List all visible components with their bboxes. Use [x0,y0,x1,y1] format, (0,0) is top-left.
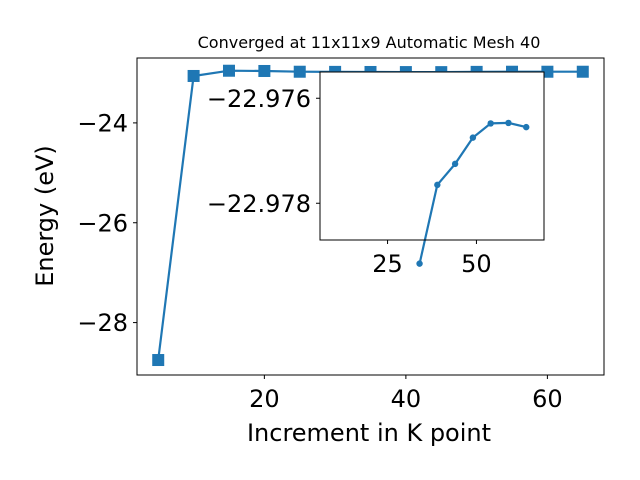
main-data-point [258,64,271,77]
main-plot-frame [136,57,605,376]
main-data-point [293,65,306,78]
y-axis-label: Energy (eV) [31,145,59,287]
main-data-point [187,69,200,82]
main-y-tick-label: −24 [77,110,128,138]
inset-x-ticks: 25 50 [372,240,492,278]
inset-y-tick-label: −22.978 [207,190,311,218]
main-data-point [576,65,589,78]
inset-data-point [523,123,530,131]
inset-data-point [416,260,423,267]
inset-series [416,119,530,267]
inset-data-point [451,160,459,168]
chart-title: Converged at 11x11x9 Automatic Mesh 40 [198,33,541,52]
inset-data-point [434,181,441,189]
main-y-tick-label: −28 [77,309,128,337]
main-data-point [222,64,235,77]
inset-x-tick-label: 50 [461,250,492,278]
main-y-tick-label: −26 [77,209,128,237]
main-x-tick-label: 20 [249,385,280,413]
inset-y-ticks: −22.978 −22.976 [207,85,320,218]
inset-plot-frame [319,71,545,241]
main-y-ticks: −28 −26 −24 [77,110,137,337]
main-x-tick-label: 60 [532,385,563,413]
main-data-point [152,354,165,367]
inset-data-point [469,134,477,141]
inset-y-tick-label: −22.976 [207,85,311,113]
inset-data-point [505,119,512,127]
inset-x-tick-label: 25 [372,250,403,278]
inset-background [320,72,544,240]
main-x-tick-label: 40 [391,385,422,413]
inset-axes: 25 50 −22.978 −22.976 [207,71,545,278]
inset-data-point [487,120,494,127]
x-axis-label: Increment in K point [247,419,491,447]
main-x-ticks: 20 40 60 [249,375,563,413]
